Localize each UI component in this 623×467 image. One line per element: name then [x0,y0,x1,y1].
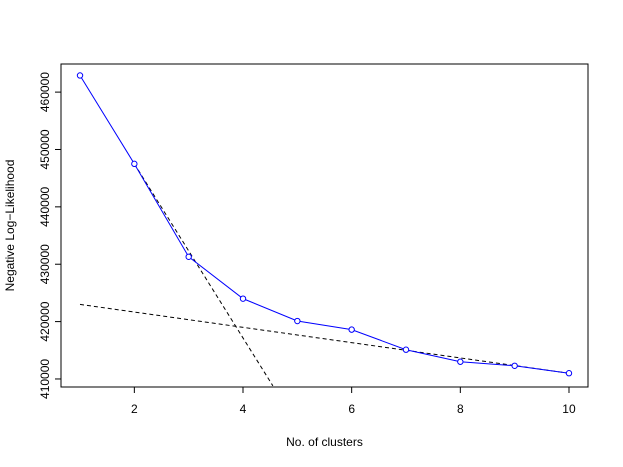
x-tick-label: 6 [348,402,355,416]
x-tick-label: 4 [240,402,247,416]
y-tick-label: 440000 [38,187,52,227]
x-axis-title: No. of clusters [286,435,363,449]
reference-line-1 [133,163,274,387]
data-point [348,326,355,333]
data-point [76,72,84,79]
series-layer [76,72,573,377]
x-axis: 2 4 6 8 10 [131,386,576,416]
reference-lines [79,163,570,387]
data-point [239,295,247,302]
y-tick-label: 430000 [38,244,52,284]
data-point [185,253,192,260]
y-tick-label: 460000 [38,72,52,112]
x-tick-label: 2 [131,402,138,416]
data-point [565,370,573,377]
y-tick-label: 420000 [38,301,52,341]
x-tick-label: 10 [562,402,576,416]
data-point [511,362,518,369]
data-point [294,317,301,325]
y-tick-label: 410000 [38,359,52,399]
y-axis-title: Negative Log−Likelihood [3,160,17,292]
data-point [131,160,138,168]
x-tick-label: 8 [457,402,464,416]
y-axis: 410000 420000 430000 440000 450000 460000 [38,72,62,399]
y-tick-label: 450000 [38,129,52,169]
data-point [402,346,410,353]
data-point [457,358,464,365]
series-line [79,75,570,374]
reference-line-2 [79,303,570,374]
